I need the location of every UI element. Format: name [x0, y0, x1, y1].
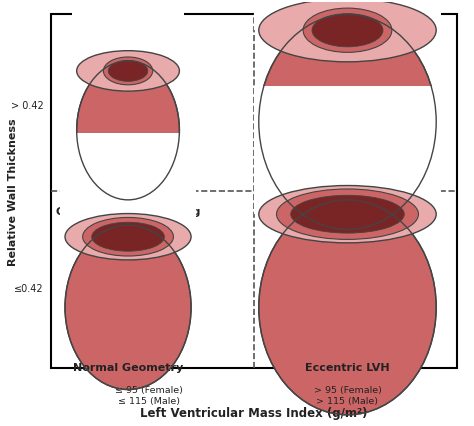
Ellipse shape — [77, 52, 179, 92]
Bar — [60, 134, 196, 237]
Bar — [72, 0, 184, 72]
Ellipse shape — [92, 223, 164, 252]
Bar — [254, 0, 441, 31]
Ellipse shape — [276, 190, 419, 240]
Text: > 95 (Female)
> 115 (Male): > 95 (Female) > 115 (Male) — [314, 386, 382, 405]
Text: ≤0.42: ≤0.42 — [14, 284, 44, 294]
Ellipse shape — [259, 186, 436, 243]
Text: Left Ventricular Mass Index (g/m²): Left Ventricular Mass Index (g/m²) — [140, 406, 368, 419]
Ellipse shape — [65, 226, 191, 390]
Ellipse shape — [82, 218, 173, 256]
Ellipse shape — [259, 15, 436, 230]
Bar — [254, 86, 441, 215]
Text: Concentric LVH: Concentric LVH — [301, 207, 394, 217]
Text: ≤ 95 (Female)
≤ 115 (Male): ≤ 95 (Female) ≤ 115 (Male) — [115, 386, 183, 405]
Text: Normal Geometry: Normal Geometry — [73, 362, 183, 372]
Bar — [55, 75, 201, 260]
Bar — [51, 15, 457, 368]
Bar — [249, 0, 446, 63]
Text: Relative Wall Thickness: Relative Wall Thickness — [8, 118, 18, 266]
Bar — [67, 0, 189, 92]
Ellipse shape — [259, 200, 436, 415]
Ellipse shape — [291, 196, 404, 233]
Ellipse shape — [312, 14, 383, 48]
Ellipse shape — [77, 62, 179, 200]
Ellipse shape — [103, 58, 153, 86]
Ellipse shape — [65, 214, 191, 260]
Text: > 0.42: > 0.42 — [11, 101, 44, 111]
Bar — [249, 8, 446, 243]
Ellipse shape — [259, 0, 436, 63]
Text: Eccentric LVH: Eccentric LVH — [305, 362, 390, 372]
Ellipse shape — [109, 61, 148, 82]
Ellipse shape — [303, 9, 392, 53]
Text: Concentric Remodeling: Concentric Remodeling — [56, 207, 200, 217]
